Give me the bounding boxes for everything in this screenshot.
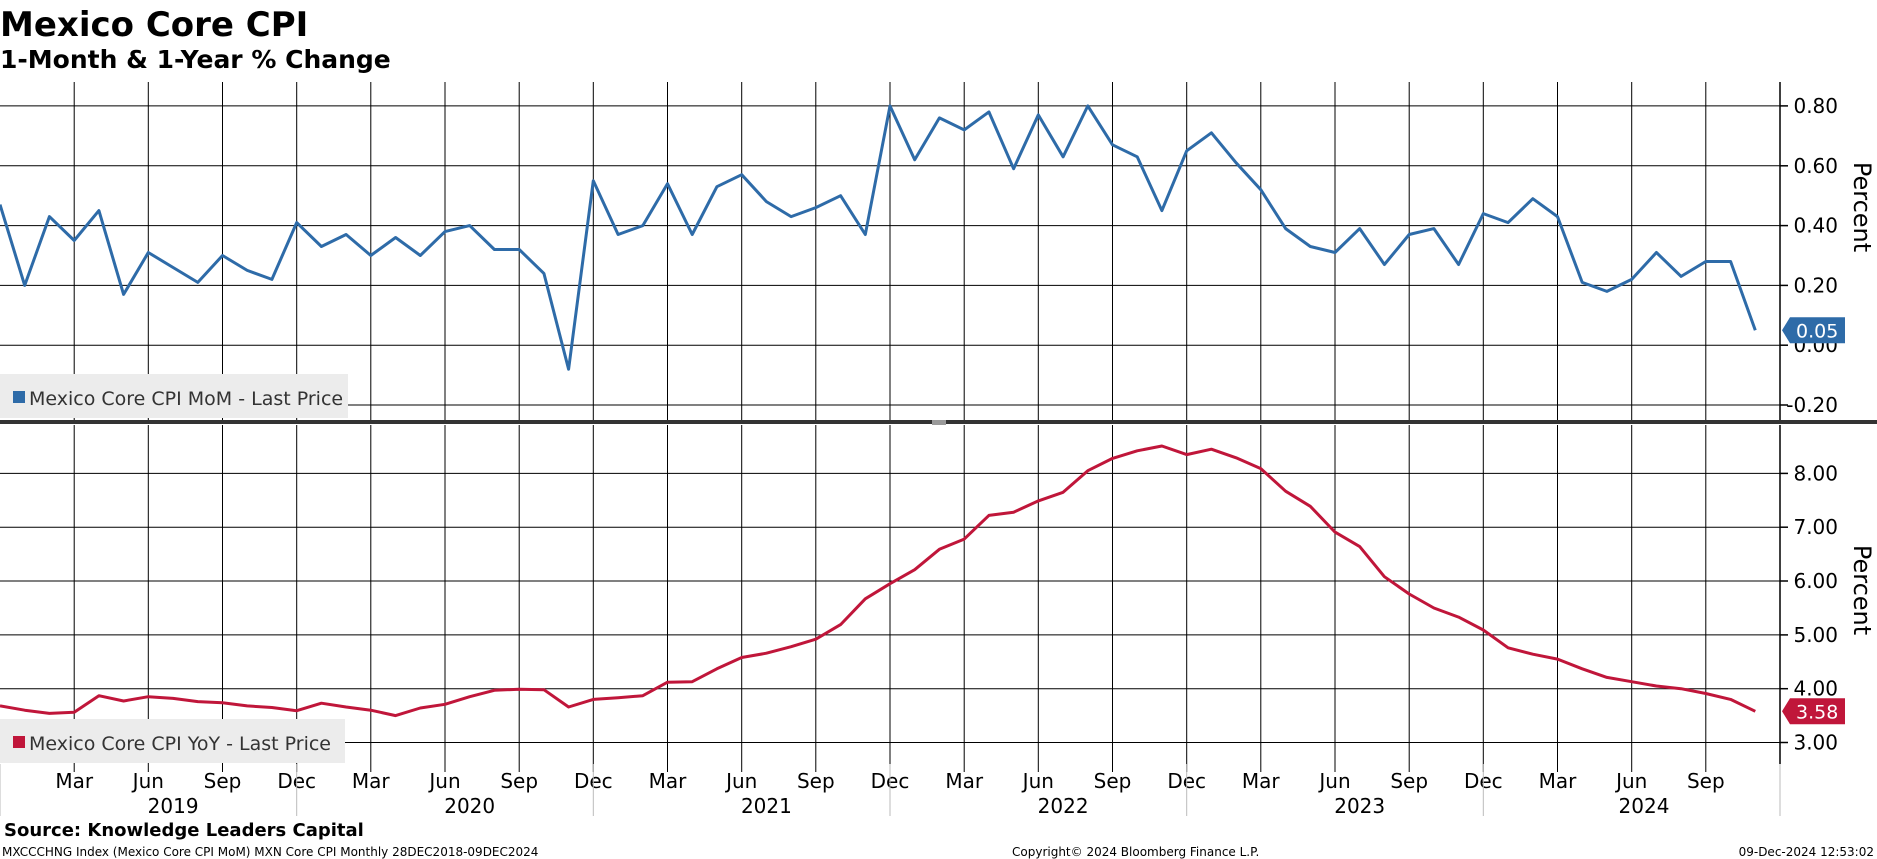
x-tick-label: Sep <box>1390 769 1428 793</box>
last-value-tag-mom-label: 0.05 <box>1796 320 1838 342</box>
top-y-tick-label: 0.40 <box>1793 214 1838 238</box>
chart-title: Mexico Core CPI <box>0 5 308 45</box>
legend-yoy-box <box>0 719 345 763</box>
bottom-panel-y-axis-title: Percent <box>1848 545 1876 635</box>
chart-subtitle: 1-Month & 1-Year % Change <box>0 45 391 74</box>
bottom-panel-grid <box>0 425 1780 764</box>
x-tick-label: Mar <box>1539 769 1578 793</box>
legend-mom-swatch <box>13 391 25 403</box>
x-tick-label: Mar <box>945 769 984 793</box>
last-value-tag-mom: 0.05 <box>1782 317 1845 344</box>
x-tick-label: Mar <box>55 769 94 793</box>
x-tick-label: Mar <box>649 769 688 793</box>
footer-ticker: MXCCCHNG Index (Mexico Core CPI MoM) MXN… <box>2 845 538 859</box>
legend-mom-label: Mexico Core CPI MoM - Last Price <box>29 388 343 410</box>
x-tick-label: Jun <box>1317 769 1350 793</box>
series-line-yoy <box>0 444 1756 718</box>
top-panel-y-ticks: -0.200.000.200.400.600.80 <box>1780 94 1838 417</box>
bottom-y-tick-label: 4.00 <box>1793 677 1838 701</box>
last-value-tag-mom-shape <box>1782 317 1845 344</box>
footer-source: Source: Knowledge Leaders Capital <box>4 820 364 841</box>
x-tick-label: Mar <box>1242 769 1281 793</box>
x-year-label: 2022 <box>1038 794 1089 818</box>
top-y-tick-label: 0.80 <box>1793 94 1838 118</box>
x-tick-label: Jun <box>724 769 757 793</box>
last-value-tag-yoy: 3.58 <box>1782 698 1845 725</box>
x-year-label: 2024 <box>1619 794 1670 818</box>
top-y-tick-label: -0.20 <box>1786 393 1838 417</box>
x-tick-label: Jun <box>1021 769 1054 793</box>
top-panel-grid <box>0 82 1780 420</box>
legend-mom[interactable]: Mexico Core CPI MoM - Last Price <box>0 374 348 418</box>
last-value-tag-yoy-shape <box>1782 698 1845 725</box>
x-year-label: 2021 <box>741 794 792 818</box>
legend-yoy[interactable]: Mexico Core CPI YoY - Last Price <box>0 719 345 763</box>
x-year-label: 2020 <box>444 794 495 818</box>
top-y-tick-label: 0.60 <box>1793 154 1838 178</box>
x-tick-label: Sep <box>500 769 538 793</box>
legend-yoy-swatch <box>13 736 25 748</box>
x-year-label: 2019 <box>148 794 199 818</box>
series-line-mom <box>0 104 1757 371</box>
x-tick-label: Sep <box>204 769 242 793</box>
top-y-tick-label: 0.20 <box>1793 273 1838 297</box>
legend-yoy-label: Mexico Core CPI YoY - Last Price <box>29 733 331 755</box>
footer-copyright: Copyright© 2024 Bloomberg Finance L.P. <box>1012 845 1259 859</box>
bottom-y-tick-label: 5.00 <box>1793 623 1838 647</box>
panel-divider-handle[interactable] <box>932 420 946 425</box>
x-tick-label: Mar <box>352 769 391 793</box>
legend-mom-box <box>0 374 348 418</box>
x-tick-label: Jun <box>427 769 460 793</box>
x-year-label: 2023 <box>1334 794 1385 818</box>
top-panel-y-axis-title: Percent <box>1848 162 1876 252</box>
bottom-panel-y-ticks: 3.00 4.00 5.00 6.00 7.00 8.00 <box>1780 461 1838 755</box>
x-tick-label: Jun <box>1614 769 1647 793</box>
last-value-tag-yoy-label: 3.58 <box>1796 701 1838 723</box>
x-tick-label: Sep <box>797 769 835 793</box>
footer-timestamp: 09-Dec-2024 12:53:02 <box>1739 845 1874 859</box>
x-tick-label: Sep <box>1687 769 1725 793</box>
bottom-y-tick-label: 6.00 <box>1793 569 1838 593</box>
bottom-y-tick-label: 3.00 <box>1793 731 1838 755</box>
x-tick-label: Jun <box>131 769 164 793</box>
bottom-y-tick-label: 8.00 <box>1793 461 1838 485</box>
bottom-y-tick-label: 7.00 <box>1793 515 1838 539</box>
x-axis: Mar Jun Sep Dec Mar Jun Sep Dec Mar Jun Sep Dec Mar J… <box>0 764 1781 818</box>
x-tick-label: Sep <box>1094 769 1132 793</box>
